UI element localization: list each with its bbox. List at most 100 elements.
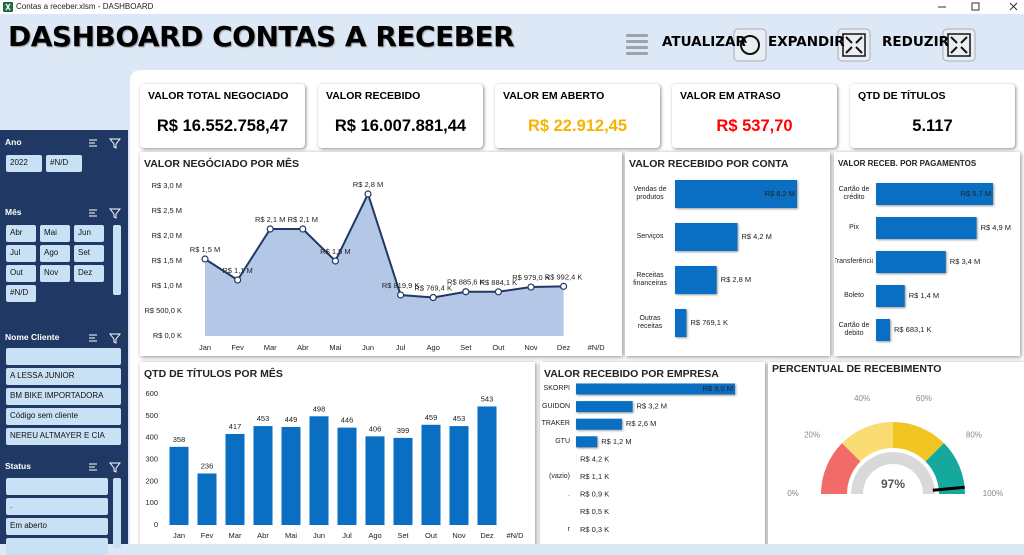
chart-title: VALOR RECEBIDO POR CONTA xyxy=(629,158,789,170)
y-tick-label: R$ 500,0 K xyxy=(144,306,182,315)
slicer-scrollbar[interactable] xyxy=(113,225,121,295)
slicer-item[interactable] xyxy=(6,538,108,555)
data-label: 453 xyxy=(453,414,466,423)
data-label: R$ 2,8 M xyxy=(353,180,383,189)
slicer-item[interactable]: Em aberto xyxy=(6,518,108,535)
bar xyxy=(675,223,737,251)
slicer-item[interactable]: Código sem cliente xyxy=(6,408,121,425)
y-tick-label: R$ 2,0 M xyxy=(152,231,182,240)
data-label: R$ 0,5 K xyxy=(580,507,609,516)
bar xyxy=(576,401,633,412)
point xyxy=(463,289,469,295)
point xyxy=(430,295,436,301)
x-tick-label: Jul xyxy=(342,531,352,540)
gauge-value: 97% xyxy=(881,477,905,491)
x-tick-label: Ago xyxy=(427,343,440,352)
slicer-title: Status xyxy=(5,461,31,471)
category-label-box: Boleto xyxy=(835,284,873,308)
slicer-item[interactable]: Dez xyxy=(74,265,104,282)
slicer-title: Ano xyxy=(5,137,22,147)
slicer-icons xyxy=(88,136,122,147)
data-label: 358 xyxy=(173,435,186,444)
slicer-item[interactable]: Jun xyxy=(74,225,104,242)
kpi-value: 5.117 xyxy=(850,117,1015,136)
slicer-item[interactable]: #N/D xyxy=(6,285,36,302)
slicer-item[interactable]: Nov xyxy=(40,265,70,282)
category-label-box: Pix xyxy=(835,216,873,240)
y-tick-label: 100 xyxy=(145,498,158,507)
chart-title: VALOR NEGÓCIADO POR MÊS xyxy=(144,157,299,170)
point xyxy=(365,191,371,197)
slicer-item[interactable]: Set xyxy=(74,245,104,262)
data-label: R$ 8,2 M xyxy=(765,189,795,198)
header-button[interactable]: ATUALIZAR xyxy=(662,34,746,50)
x-tick-label: Nov xyxy=(452,531,466,540)
slicer-item[interactable] xyxy=(6,348,121,365)
bar xyxy=(576,419,622,430)
slicer-icons xyxy=(88,460,122,471)
data-label: R$ 683,1 K xyxy=(894,325,932,334)
data-label: R$ 992,4 K xyxy=(545,272,583,281)
data-label: 236 xyxy=(201,461,214,470)
category-label-box: Cartão de debito xyxy=(835,318,873,342)
header-button[interactable]: EXPANDIR xyxy=(768,34,845,50)
data-label: R$ 1,2 M xyxy=(601,437,631,446)
category-label-box: r xyxy=(540,518,570,542)
data-label: R$ 9,0 M xyxy=(703,384,733,393)
kpi-value: R$ 16.552.758,47 xyxy=(140,117,305,136)
category-label: Cartão de crédito xyxy=(835,182,873,206)
x-tick-label: Set xyxy=(460,343,472,352)
x-tick-label: Fev xyxy=(201,531,214,540)
category-label-box: Vendas de produtos xyxy=(627,182,673,206)
data-label: R$ 2,8 M xyxy=(721,275,751,284)
slicer-item[interactable]: 2022 xyxy=(6,155,42,172)
y-tick-label: 300 xyxy=(145,454,158,463)
y-tick-label: 500 xyxy=(145,411,158,420)
data-label: 406 xyxy=(369,424,382,433)
slicer-item[interactable]: Mai xyxy=(40,225,70,242)
slicer-icons xyxy=(88,206,122,217)
data-label: R$ 1,1 K xyxy=(580,472,609,481)
data-label: 498 xyxy=(313,404,326,413)
data-label: R$ 1,5 M xyxy=(320,247,350,256)
category-label: Serviços xyxy=(627,225,673,249)
slicer-item[interactable]: Out xyxy=(6,265,36,282)
category-label-box: Receitas financeiras xyxy=(627,268,673,292)
slicer-item[interactable] xyxy=(6,478,108,495)
slicer-item[interactable]: #N/D xyxy=(46,155,82,172)
data-label: 446 xyxy=(341,416,354,425)
category-label: r xyxy=(540,518,570,542)
x-tick-label: Mar xyxy=(264,343,277,352)
data-label: R$ 2,6 M xyxy=(626,419,656,428)
kpi-label: QTD DE TÍTULOS xyxy=(858,90,946,102)
bar xyxy=(876,319,890,341)
slicer-item[interactable]: BM BIKE IMPORTADORA xyxy=(6,388,121,405)
bar xyxy=(576,436,597,447)
chart-title: PERCENTUAL DE RECEBIMENTO xyxy=(772,363,941,375)
data-label: R$ 4,9 M xyxy=(981,223,1011,232)
gauge-tick-label: 80% xyxy=(966,430,982,439)
x-tick-label: Out xyxy=(425,531,438,540)
x-tick-label: Abr xyxy=(257,531,269,540)
slicer-item[interactable]: Ago xyxy=(40,245,70,262)
bar xyxy=(675,309,686,337)
x-tick-label: Ago xyxy=(368,531,381,540)
y-tick-label: 600 xyxy=(145,389,158,398)
slicer-item[interactable]: Abr xyxy=(6,225,36,242)
point xyxy=(528,284,534,290)
data-label: R$ 1,5 M xyxy=(190,245,220,254)
slicer-item[interactable]: Jul xyxy=(6,245,36,262)
slicer-item[interactable]: A LESSA JUNIOR xyxy=(6,368,121,385)
x-tick-label: Jul xyxy=(396,343,406,352)
kpi-value: R$ 537,70 xyxy=(672,117,837,136)
slicer-scrollbar[interactable] xyxy=(113,478,121,548)
data-label: R$ 2,1 M xyxy=(255,215,285,224)
category-label: Vendas de produtos xyxy=(627,182,673,206)
category-label: Receitas financeiras xyxy=(627,268,673,292)
slicer-item[interactable]: . xyxy=(6,498,108,515)
header-button[interactable]: REDUZIR xyxy=(882,34,949,50)
x-tick-label: Dez xyxy=(557,343,571,352)
slicer-item[interactable]: NEREU ALTMAYER E CIA xyxy=(6,428,121,445)
